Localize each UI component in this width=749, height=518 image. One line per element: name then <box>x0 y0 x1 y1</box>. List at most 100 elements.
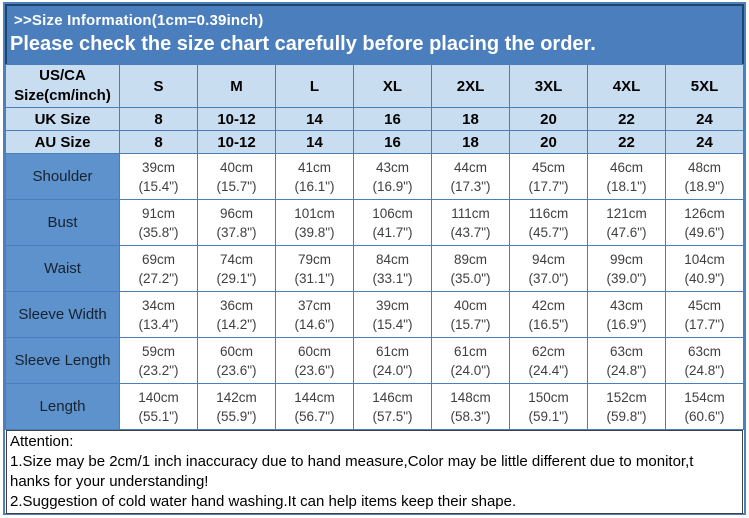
cm-value: 101cm <box>294 205 335 221</box>
cm-value: 36cm <box>219 297 253 313</box>
row-label: Length <box>5 383 120 430</box>
measurement-row: Sleeve Width 34cm (13.4") 36cm (14.2") 37cm (1… <box>5 291 744 338</box>
inch-value: (18.1") <box>606 178 647 194</box>
inch-value: (17.3") <box>450 178 491 194</box>
inch-value: (40.9") <box>684 270 725 286</box>
inch-value: (56.7") <box>294 408 335 424</box>
size-value: 16 <box>353 107 432 131</box>
cm-value: 40cm <box>219 159 253 175</box>
inch-value: (23.6") <box>294 362 335 378</box>
cm-value: 150cm <box>528 389 569 405</box>
size-value: 24 <box>665 130 744 154</box>
measurement-cell: 45cm (17.7") <box>509 153 588 200</box>
inch-value: (55.9") <box>216 408 257 424</box>
cm-value: 146cm <box>372 389 413 405</box>
cm-value: 111cm <box>451 205 490 221</box>
inch-value: (24.4") <box>528 362 569 378</box>
cm-value: 60cm <box>219 343 253 359</box>
cm-value: 63cm <box>609 343 643 359</box>
inch-value: (15.4") <box>138 178 179 194</box>
measurement-cell: 99cm (39.0") <box>587 245 666 292</box>
size-col-header: 4XL <box>587 64 666 108</box>
cm-value: 59cm <box>141 343 175 359</box>
inch-value: (17.7") <box>528 178 569 194</box>
measurement-cell: 60cm (23.6") <box>197 337 276 384</box>
measurement-cell: 41cm (16.1") <box>275 153 354 200</box>
measurement-cell: 40cm (15.7") <box>431 291 510 338</box>
banner: >>Size Information(1cm=0.39inch) Please … <box>5 4 744 64</box>
inch-value: (23.6") <box>216 362 257 378</box>
measurement-cell: 121cm (47.6") <box>587 199 666 246</box>
cm-value: 142cm <box>216 389 257 405</box>
measurement-row: Shoulder 39cm (15.4") 40cm (15.7") 41cm (16.1"… <box>5 153 744 200</box>
cm-value: 61cm <box>375 343 409 359</box>
size-value: 18 <box>431 130 510 154</box>
row-label: AU Size <box>5 130 120 154</box>
corner-header-line1: US/CA <box>39 67 86 84</box>
cm-value: 140cm <box>138 389 179 405</box>
corner-header-line2: Size(cm/inch) <box>14 87 111 104</box>
cm-value: 121cm <box>606 205 647 221</box>
measurement-cell: 154cm (60.6") <box>665 383 744 430</box>
inch-value: (55.1") <box>138 408 179 424</box>
measurement-cell: 106cm (41.7") <box>353 199 432 246</box>
cm-value: 45cm <box>687 297 721 313</box>
inch-value: (14.6") <box>294 316 335 332</box>
cm-value: 94cm <box>531 251 565 267</box>
measurement-row: Bust 91cm (35.8") 96cm (37.8") 101cm (39.8") 10… <box>5 199 744 246</box>
row-label: UK Size <box>5 107 120 131</box>
cm-value: 61cm <box>453 343 487 359</box>
attention-line: hanks for your understanding! <box>10 473 209 490</box>
banner-title: >>Size Information(1cm=0.39inch) <box>14 12 264 29</box>
cm-value: 84cm <box>375 251 409 267</box>
cm-value: 41cm <box>297 159 331 175</box>
attention-line: 1.Size may be 2cm/1 inch inaccuracy due … <box>10 453 694 470</box>
size-value: 20 <box>509 130 588 154</box>
inch-value: (29.1") <box>216 270 257 286</box>
measurement-cell: 39cm (15.4") <box>353 291 432 338</box>
cm-value: 43cm <box>609 297 643 313</box>
inch-value: (13.4") <box>138 316 179 332</box>
cm-value: 42cm <box>531 297 565 313</box>
measurement-cell: 48cm (18.9") <box>665 153 744 200</box>
measurement-cell: 62cm (24.4") <box>509 337 588 384</box>
cm-value: 104cm <box>684 251 725 267</box>
measurement-cell: 63cm (24.8") <box>587 337 666 384</box>
measurement-cell: 43cm (16.9") <box>587 291 666 338</box>
au-size-row: AU Size 8 10-12 14 16 18 20 22 24 <box>5 130 744 154</box>
inch-value: (41.7") <box>372 224 413 240</box>
size-col-header: L <box>275 64 354 108</box>
measurement-cell: 79cm (31.1") <box>275 245 354 292</box>
measurement-cell: 74cm (29.1") <box>197 245 276 292</box>
inch-value: (16.9") <box>372 178 413 194</box>
inch-value: (31.1") <box>294 270 335 286</box>
cm-value: 37cm <box>297 297 331 313</box>
inch-value: (15.4") <box>372 316 413 332</box>
inch-value: (37.0") <box>528 270 569 286</box>
inch-value: (35.0") <box>450 270 491 286</box>
cm-value: 148cm <box>450 389 491 405</box>
uk-size-row: UK Size 8 10-12 14 16 18 20 22 24 <box>5 107 744 131</box>
corner-header: US/CA Size(cm/inch) <box>5 64 120 108</box>
inch-value: (59.8") <box>606 408 647 424</box>
row-label: Sleeve Width <box>5 291 120 338</box>
measurement-cell: 116cm (45.7") <box>509 199 588 246</box>
measurement-cell: 84cm (33.1") <box>353 245 432 292</box>
inch-value: (49.6") <box>684 224 725 240</box>
cm-value: 154cm <box>684 389 725 405</box>
inch-value: (15.7") <box>216 178 257 194</box>
measurement-cell: 42cm (16.5") <box>509 291 588 338</box>
measurement-cell: 61cm (24.0") <box>353 337 432 384</box>
measurement-cell: 39cm (15.4") <box>119 153 198 200</box>
inch-value: (47.6") <box>606 224 647 240</box>
inch-value: (15.7") <box>450 316 491 332</box>
cm-value: 89cm <box>453 251 487 267</box>
inch-value: (39.0") <box>606 270 647 286</box>
size-col-header: 2XL <box>431 64 510 108</box>
inch-value: (24.0") <box>450 362 491 378</box>
inch-value: (35.8") <box>138 224 179 240</box>
inch-value: (43.7") <box>450 224 491 240</box>
cm-value: 43cm <box>375 159 409 175</box>
measurement-cell: 45cm (17.7") <box>665 291 744 338</box>
measurement-row: Sleeve Length 59cm (23.2") 60cm (23.6") 60cm (… <box>5 337 744 384</box>
